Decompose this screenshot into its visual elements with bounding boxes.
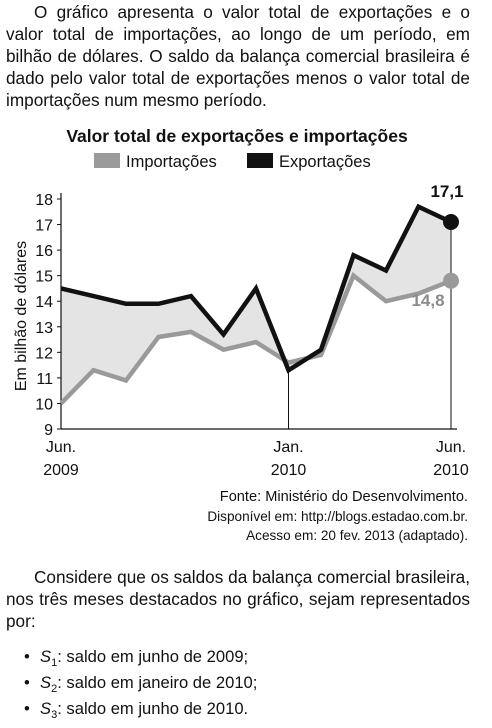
- legend-swatch-exportacoes: [247, 153, 273, 168]
- y-tick-label: 10: [35, 396, 53, 413]
- y-tick-label: 13: [35, 320, 53, 337]
- x-tick-label: Jun.: [436, 439, 466, 456]
- legend-swatch-importacoes: [94, 153, 120, 168]
- bullet-dot: •: [24, 647, 30, 666]
- bullet-dot: •: [24, 673, 30, 692]
- y-axis-label: Em bilhão de dólares: [13, 241, 30, 391]
- x-tick-label: Jun.: [46, 439, 76, 456]
- list-item: • S1: saldo em junho de 2009;: [24, 644, 257, 670]
- source-line-1: Fonte: Ministério do Desenvolvimento.: [219, 489, 468, 505]
- balance-subscript: 2: [51, 683, 58, 695]
- trade-balance-chart: Valor total de exportações e importações…: [13, 126, 469, 479]
- balance-description: : saldo em janeiro de 2010;: [57, 673, 258, 692]
- legend: Importações Exportações: [94, 153, 371, 171]
- plot-area: 9 10 11 12 13 14 15 16 17 18 Jun. 2009 Jan. 2010 Jun. 2…: [35, 182, 469, 479]
- balance-symbol: S: [40, 673, 52, 692]
- balance-description: : saldo em junho de 2009;: [57, 647, 249, 666]
- y-tick-label: 12: [35, 345, 53, 362]
- y-tick-label: 15: [35, 269, 53, 286]
- exportacoes-line: [60, 203, 452, 374]
- x-tick-label: 2010: [433, 462, 469, 479]
- y-tick-label: 9: [44, 422, 53, 439]
- x-tick-label: 2009: [43, 462, 79, 479]
- annotation-importacoes-value: 14,8: [411, 291, 444, 310]
- balance-list: • S1: saldo em junho de 2009; • S2: saldo …: [24, 644, 257, 722]
- list-item: • S2: saldo em janeiro de 2010;: [24, 670, 257, 696]
- bullet-dot: •: [24, 699, 30, 718]
- importacoes-end-point: [443, 272, 459, 289]
- chart-title: Valor total de exportações e importações: [66, 126, 408, 146]
- balance-symbol: S: [40, 699, 52, 718]
- balance-description: : saldo em junho de 2010.: [57, 699, 249, 718]
- annotation-exportacoes-value: 17,1: [430, 182, 463, 201]
- y-tick-label: 16: [35, 243, 53, 260]
- list-item: • S3: saldo em junho de 2010.: [24, 696, 257, 722]
- source-line-2: Disponível em: http://blogs.estadao.com.…: [207, 509, 468, 524]
- x-tick-label: Jan.: [273, 439, 303, 456]
- balance-symbol: S: [40, 647, 52, 666]
- outro-paragraph: Considere que os saldos da balança comer…: [6, 567, 470, 631]
- y-tick-label: 17: [35, 218, 53, 235]
- y-tick-label: 11: [36, 371, 53, 388]
- importacoes-line: [59, 272, 452, 406]
- y-tick-label: 14: [35, 294, 53, 311]
- legend-label-exportacoes: Exportações: [279, 153, 371, 171]
- legend-label-importacoes: Importações: [126, 153, 217, 171]
- balance-subscript: 3: [51, 709, 58, 721]
- x-tick-label: 2010: [271, 462, 307, 479]
- intro-paragraph: O gráfico apresenta o valor total de exp…: [6, 2, 470, 110]
- balance-subscript: 1: [51, 657, 58, 669]
- y-tick-label: 18: [35, 192, 53, 209]
- source-line-3: Acesso em: 20 fev. 2013 (adaptado).: [246, 528, 468, 543]
- exportacoes-end-point: [443, 214, 459, 230]
- fill-between-series: [61, 206, 451, 404]
